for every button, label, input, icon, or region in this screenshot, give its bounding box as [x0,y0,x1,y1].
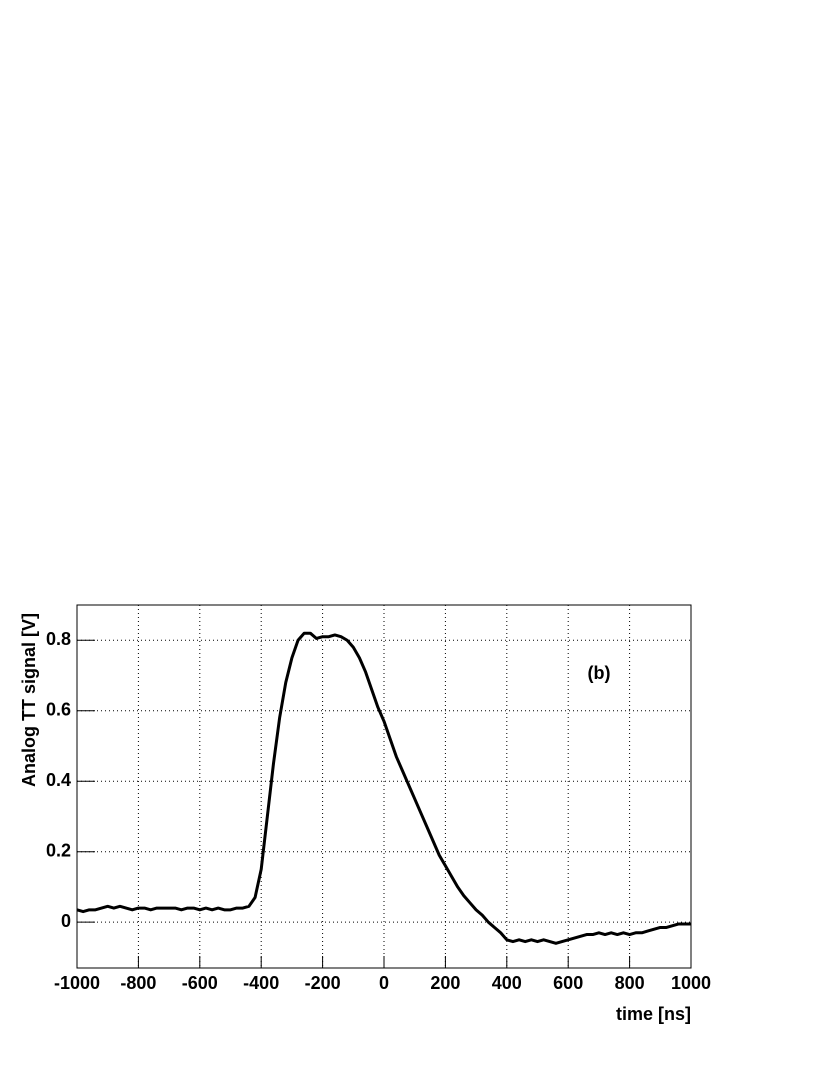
x-tick-label: 800 [615,973,645,993]
y-axis-label: Analog TT signal [V] [19,613,39,787]
x-axis-label: time [ns] [616,1004,691,1024]
x-tick-label: -600 [182,973,218,993]
x-tick-label: -1000 [54,973,100,993]
x-tick-label: 0 [379,973,389,993]
x-tick-label: 1000 [671,973,711,993]
y-tick-label: 0.4 [46,770,71,790]
annotation: (b) [588,663,611,683]
x-tick-label: 200 [430,973,460,993]
x-tick-label: 400 [492,973,522,993]
x-tick-label: -800 [120,973,156,993]
y-tick-label: 0.8 [46,629,71,649]
x-tick-label: -400 [243,973,279,993]
x-tick-label: -200 [305,973,341,993]
y-tick-label: 0.2 [46,840,71,860]
y-tick-label: 0 [61,911,71,931]
signal-line [76,631,691,945]
x-tick-label: 600 [553,973,583,993]
plot-frame [76,604,692,969]
y-tick-label: 0.6 [46,699,71,719]
